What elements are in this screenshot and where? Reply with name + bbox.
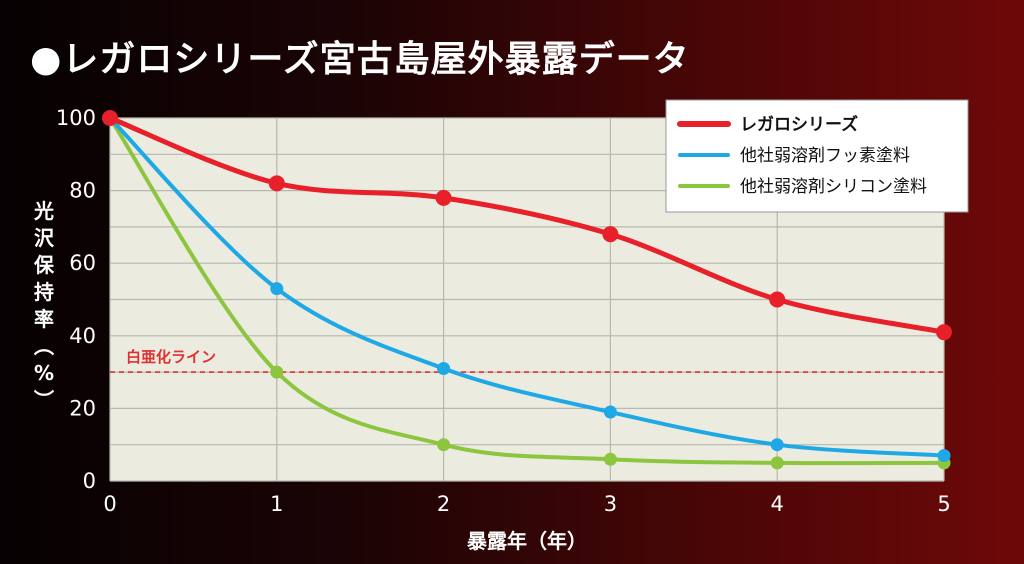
data-point-series-1 bbox=[268, 175, 285, 192]
y-tick-label: 60 bbox=[69, 251, 96, 275]
x-tick-label: 5 bbox=[937, 492, 950, 516]
legend-label-1: レガロシリーズ bbox=[740, 114, 858, 135]
y-axis-title: 光沢保持率︵% ︶ bbox=[33, 199, 55, 412]
axis-titles: 暴露年（年） 光沢保持率︵% ︶ bbox=[33, 199, 587, 553]
y-tick-label: 20 bbox=[69, 396, 96, 420]
chart-title: ●レガロシリーズ宮古島屋外暴露データ bbox=[30, 39, 690, 80]
series-line-3 bbox=[108, 116, 946, 466]
data-point-series-1 bbox=[102, 110, 118, 126]
series-line-2 bbox=[108, 116, 946, 458]
axis-ticks: 0 20 40 60 80 100 0 1 2 3 4 5 bbox=[56, 106, 951, 516]
y-tick-label: 0 bbox=[83, 469, 96, 493]
x-tick-label: 4 bbox=[771, 492, 784, 516]
x-tick-label: 3 bbox=[604, 492, 617, 516]
data-point-series-2 bbox=[770, 438, 784, 452]
data-point-series-2 bbox=[603, 405, 617, 419]
y-tick-label: 80 bbox=[69, 179, 96, 203]
data-point-series-2 bbox=[437, 361, 451, 375]
series-lines bbox=[102, 110, 952, 470]
data-point-series-3 bbox=[437, 438, 451, 452]
legend-label-2: 他社弱溶剤フッ素塗料 bbox=[740, 145, 910, 166]
x-axis-title: 暴露年（年） bbox=[467, 529, 587, 553]
data-point-series-3 bbox=[270, 365, 284, 379]
data-point-series-2 bbox=[270, 282, 284, 296]
reference-line-group: 白亜化ライン bbox=[110, 348, 944, 373]
series-line-1 bbox=[107, 115, 947, 335]
x-tick-label: 0 bbox=[103, 492, 116, 516]
legend-label-3: 他社弱溶剤シリコン塗料 bbox=[740, 176, 927, 197]
y-tick-label: 40 bbox=[69, 324, 96, 348]
data-point-series-1 bbox=[435, 189, 452, 206]
data-point-series-2 bbox=[937, 449, 951, 463]
data-point-series-1 bbox=[936, 324, 952, 341]
data-point-series-1 bbox=[602, 226, 619, 243]
data-point-series-3 bbox=[770, 456, 784, 470]
data-point-series-3 bbox=[603, 452, 617, 466]
x-tick-label: 1 bbox=[270, 492, 283, 516]
x-tick-label: 2 bbox=[437, 492, 450, 516]
data-point-series-1 bbox=[769, 291, 786, 308]
reference-line-label: 白亜化ライン bbox=[126, 348, 216, 366]
y-tick-label: 100 bbox=[56, 106, 96, 130]
